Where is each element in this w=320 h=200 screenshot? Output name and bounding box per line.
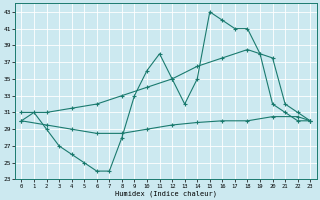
X-axis label: Humidex (Indice chaleur): Humidex (Indice chaleur) xyxy=(115,190,217,197)
